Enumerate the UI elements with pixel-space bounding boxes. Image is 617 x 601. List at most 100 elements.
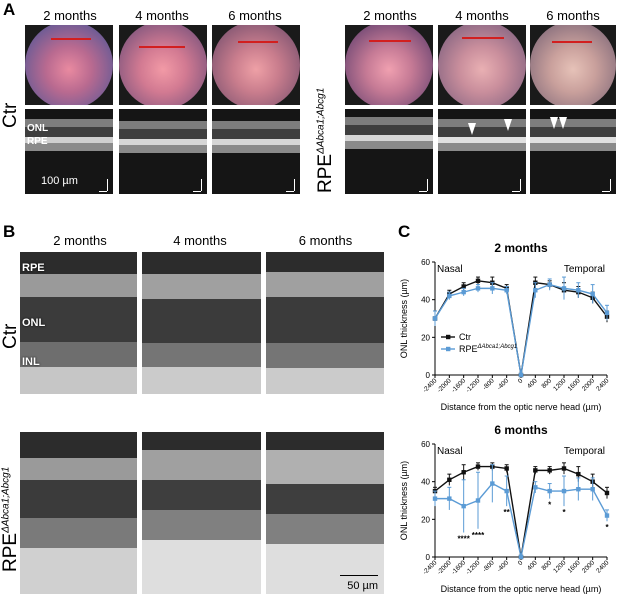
b-histo-ctr-4m [142,252,261,394]
chart-1-series-1-point [504,488,509,494]
chart-1-xtick-label: 2000 [581,559,596,574]
chart-0-xtick-label: 0 [517,377,525,385]
chart-1-xtick-label: -1600 [450,559,467,576]
chart-1-series-1-point [547,488,552,494]
a-oct-ko-6m [530,109,616,194]
chart-0-series-0-point [475,278,481,284]
chart-0-series-1-point [504,288,509,293]
a-oct-ko-4m [438,109,526,194]
b-histo-ko-4m [142,432,261,594]
b-ctr-row-label: Ctr [0,323,21,349]
a-oct-ctr-2m: ONL RPE 100 µm [25,109,113,194]
chart-1-ylabel: ONL thickness (µm) [399,461,409,540]
a-ko-row-label: RPEΔAbca1;Abcg1 [315,87,336,193]
chart-1-xtick-label: -400 [496,559,510,573]
b-col-2m: 2 months [53,233,107,248]
chart-1-xtick-label: -1200 [465,559,482,576]
chart-0-xtick-label: 2400 [595,377,610,392]
chart-1-ytick-label: 0 [426,553,431,562]
panel-c-letter: C [398,222,411,241]
b-histo-ko-6m: 50 µm [266,432,384,594]
chart-1-series-0-point [447,477,452,482]
b-histo-ko-2m [20,432,137,594]
chart-0-series-1-point [518,372,524,378]
a-onl-label: ONL [27,123,49,134]
chart-1-xlabel: Distance from the optic nerve head (µm) [441,584,602,594]
chart-6-months: 6 months Nasal Temporal 0 20 40 60 ONL thicknes… [399,423,611,594]
b-histo-ctr-6m [266,252,384,394]
chart-0-series-1-point [490,286,495,291]
chart-0-series-1-point [432,316,438,321]
chart-1-significance-stars: **** [457,535,470,544]
chart-1-xtick-label: -2400 [422,559,439,576]
chart-0-xtick-label: -1200 [465,377,482,394]
chart-1-xtick-label: 2400 [595,559,610,574]
chart-1-series-0-point [475,464,481,469]
chart-1-xtick-label: -2000 [436,559,453,576]
chart-1-series-0-point [547,468,552,473]
chart-1-series-1-point [590,487,595,492]
chart-1-series-1-point [475,498,481,503]
chart-0-legend-marker [446,334,451,340]
chart-1-series-1-point [561,488,567,494]
chart-0-xtick-label: 1600 [567,377,582,392]
chart-1-temporal-label: Temporal [564,446,605,457]
chart-0-series-1-point [461,289,466,295]
chart-0-series-1-point [547,282,552,287]
chart-0-series-1-point [561,286,567,291]
a-fundus-ko-2m [345,25,433,105]
chart-1-series-1-point [518,554,524,560]
chart-1-ytick-label: 40 [421,478,430,487]
chart-0-series-1-point [604,310,610,316]
chart-0-series-1-point [590,291,595,297]
chart-1-series-0-point [533,468,538,473]
b-onl-label: ONL [22,317,46,329]
b-col-6m: 6 months [298,233,353,248]
chart-1-ytick-label: 20 [421,515,430,524]
chart-0-xlabel: Distance from the optic nerve head (µm) [441,402,602,412]
chart-0-ylabel: ONL thickness (µm) [399,279,409,358]
chart-2-months: 2 months Nasal Temporal 0 20 40 60 ONL thicknes… [399,241,611,412]
chart-0-xtick-label: -800 [482,377,496,391]
a-rpe-label: RPE [27,136,48,147]
a-ko-col-2m: 2 months [363,8,417,23]
b-ko-row-label: RPEΔAbca1;Abcg1 [0,466,21,572]
a-ctr-col-4m: 4 months [135,8,189,23]
a-ctr-col-2m: 2 months [43,8,97,23]
chart-0-xtick-label: 2000 [581,377,596,392]
chart-0-xtick-label: -2000 [436,377,453,394]
chart-0-series-0-line [434,280,608,376]
chart-0-title: 2 months [494,241,548,255]
chart-1-series-0-point [504,466,509,471]
chart-1-significance-stars: ** [504,508,511,517]
chart-0-xtick-label: 400 [526,377,539,390]
b-col-4m: 4 months [173,233,227,248]
chart-1-series-0-point [604,490,610,496]
chart-0-legend-ctr: Ctr [459,332,471,342]
a-oct-ko-2m [345,109,433,194]
chart-1-significance-stars: **** [472,531,485,540]
a-fundus-ctr-4m [119,25,207,105]
a-fundus-ko-6m [530,25,616,105]
chart-1-significance-stars: * [605,523,609,532]
chart-1-series-1-point [432,496,438,501]
a-ko-col-4m: 4 months [455,8,509,23]
chart-0-ytick-label: 20 [421,333,430,342]
b-inl-label: INL [22,356,40,368]
chart-1-xtick-label: 1600 [567,559,582,574]
chart-0-series-1-line [434,283,608,376]
chart-0-xtick-label: -2400 [422,377,439,394]
chart-1-series-0-point [561,466,567,471]
chart-0-series-1-point [447,293,452,299]
chart-0-xtick-label: 1200 [552,377,567,392]
chart-0-xtick-label: -1600 [450,377,467,394]
chart-1-significance-stars: * [562,508,566,517]
a-fundus-ctr-6m [212,25,300,105]
b-histo-ctr-2m: RPE ONL INL [20,252,137,394]
chart-0-legend-ko: RPEΔAbca1;Abcg1 [459,344,517,354]
a-arrowheads-6m [550,117,567,129]
panel-a-letter: A [3,0,16,19]
chart-1-series-1-point [604,513,610,518]
a-arrowheads-4m [468,119,512,135]
b-scale-label: 50 µm [347,580,378,592]
